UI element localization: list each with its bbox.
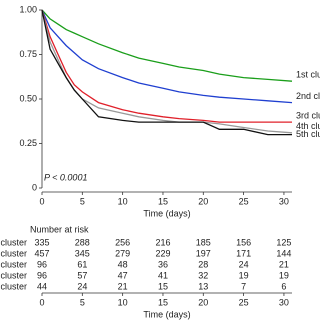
risk-count: 36 xyxy=(158,259,168,269)
risk-row-label: 4th cluster xyxy=(0,270,27,280)
risk-count: 96 xyxy=(37,259,47,269)
survival-curve xyxy=(41,9,293,104)
legend-label: 5th cluster xyxy=(296,129,320,139)
risk-count: 24 xyxy=(239,259,249,269)
risk-count: 279 xyxy=(115,248,130,258)
risk-x-tick-label: 5 xyxy=(80,297,85,307)
risk-x-tick-label: 10 xyxy=(118,297,128,307)
risk-count: 47 xyxy=(118,270,128,280)
legend-label: 2nd cluster xyxy=(296,91,320,101)
risk-count: 24 xyxy=(77,281,87,291)
x-axis-label: Time (days) xyxy=(143,208,190,218)
x-tick-label: 30 xyxy=(279,196,289,206)
risk-x-axis-label: Time (days) xyxy=(143,309,190,319)
risk-count: 229 xyxy=(155,248,170,258)
risk-count: 171 xyxy=(236,248,251,258)
risk-count: 21 xyxy=(279,259,289,269)
risk-count: 48 xyxy=(118,259,128,269)
risk-count: 7 xyxy=(241,281,246,291)
risk-count: 61 xyxy=(77,259,87,269)
risk-count: 335 xyxy=(34,237,49,247)
risk-count: 21 xyxy=(118,281,128,291)
x-tick-label: 10 xyxy=(118,196,128,206)
legend-label: 4th cluster xyxy=(296,121,320,131)
risk-row-label: 5th cluster xyxy=(0,281,27,291)
x-tick-label: 20 xyxy=(198,196,208,206)
risk-count: 185 xyxy=(196,237,211,247)
risk-count: 156 xyxy=(236,237,251,247)
risk-count: 256 xyxy=(115,237,130,247)
risk-count: 19 xyxy=(279,270,289,280)
x-tick-label: 5 xyxy=(80,196,85,206)
p-value: P < 0.0001 xyxy=(44,172,87,182)
risk-x-tick-label: 15 xyxy=(158,297,168,307)
survival-curve xyxy=(41,9,293,82)
risk-count: 32 xyxy=(198,270,208,280)
risk-count: 96 xyxy=(37,270,47,280)
y-tick-label: 0.75 xyxy=(19,49,37,59)
risk-count: 44 xyxy=(37,281,47,291)
risk-count: 28 xyxy=(198,259,208,269)
y-tick-label: 0 xyxy=(32,182,37,192)
x-tick-label: 15 xyxy=(158,196,168,206)
risk-count: 13 xyxy=(198,281,208,291)
x-tick-label: 25 xyxy=(239,196,249,206)
risk-row-label: 1st cluster xyxy=(0,237,27,247)
risk-count: 457 xyxy=(34,248,49,258)
risk-x-tick-label: 30 xyxy=(279,297,289,307)
risk-count: 15 xyxy=(158,281,168,291)
survival-curve xyxy=(41,9,292,136)
risk-count: 288 xyxy=(75,237,90,247)
risk-count: 125 xyxy=(276,237,291,247)
risk-row-label: 2nd cluster xyxy=(0,248,27,258)
risk-table-title: Number at risk xyxy=(30,224,89,234)
legend-label: 3rd cluster xyxy=(296,111,320,121)
survival-curve xyxy=(41,9,292,123)
risk-count: 19 xyxy=(239,270,249,280)
risk-count: 57 xyxy=(77,270,87,280)
x-tick-label: 0 xyxy=(39,196,44,206)
risk-count: 144 xyxy=(276,248,291,258)
risk-x-tick-label: 25 xyxy=(239,297,249,307)
risk-count: 345 xyxy=(75,248,90,258)
y-tick-label: 1.00 xyxy=(19,4,37,14)
legend-label: 1st cluster xyxy=(296,70,320,80)
risk-row-label: 3rd cluster xyxy=(0,259,27,269)
risk-x-tick-label: 20 xyxy=(198,297,208,307)
risk-x-tick-label: 0 xyxy=(39,297,44,307)
risk-count: 197 xyxy=(196,248,211,258)
risk-count: 216 xyxy=(155,237,170,247)
risk-count: 6 xyxy=(281,281,286,291)
survival-curve xyxy=(41,9,293,134)
y-tick-label: 0.25 xyxy=(19,138,37,148)
risk-count: 41 xyxy=(158,270,168,280)
y-tick-label: 0.50 xyxy=(19,93,37,103)
